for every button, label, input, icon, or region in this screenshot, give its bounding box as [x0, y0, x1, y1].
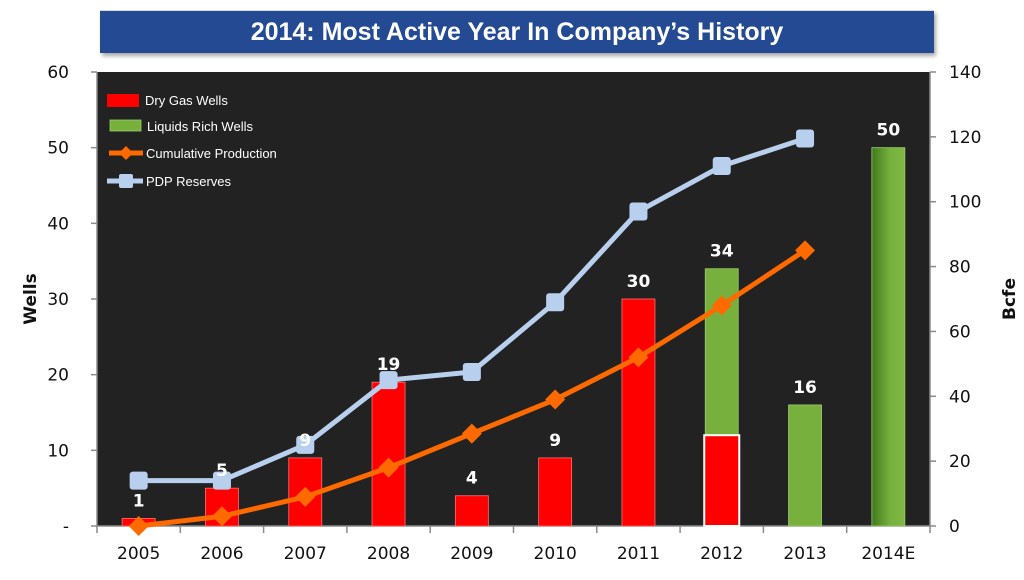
- bar-liquids-rich: [704, 268, 739, 436]
- legend-label-reserves: PDP Reserves: [146, 174, 232, 189]
- y-tick-label: 20: [47, 366, 69, 386]
- pdp-reserves-marker: [796, 129, 815, 148]
- bar-total-label: 19: [377, 355, 401, 375]
- legend-swatch-dry-gas: [107, 94, 139, 107]
- cumulative-production-marker: [795, 240, 816, 261]
- y2-tick-label: 0: [949, 517, 960, 537]
- y2-tick-label: 20: [949, 452, 971, 472]
- cumulative-production-marker: [128, 516, 149, 536]
- pdp-reserves-marker: [462, 362, 481, 381]
- y2-tick-label: 120: [949, 128, 981, 148]
- y2-tick-label: 40: [949, 387, 971, 407]
- x-tick-label: 2009: [450, 544, 493, 564]
- legend-label-dry-gas: Dry Gas Wells: [145, 93, 228, 108]
- cumulative-production-marker: [378, 457, 399, 478]
- bar-liquids-rich: [871, 147, 906, 527]
- x-tick-label: 2010: [534, 544, 577, 564]
- bar-total-label: 9: [549, 431, 561, 451]
- bar-liquids-rich: [788, 404, 822, 527]
- cumulative-production-marker: [295, 486, 316, 507]
- y2-tick-label: 100: [949, 193, 981, 213]
- bar-total-label: 50: [877, 121, 901, 141]
- x-tick-label: 2008: [367, 544, 410, 564]
- x-tick-label: 2013: [783, 544, 826, 564]
- y2-tick-label: 60: [949, 322, 971, 342]
- pdp-reserves-marker: [629, 202, 648, 221]
- x-tick-label: 2011: [617, 544, 660, 564]
- bar-total-label: 5: [216, 461, 228, 481]
- bar-dry-gas: [538, 457, 573, 527]
- lines: [128, 129, 816, 536]
- x-tick-label: 2012: [700, 544, 743, 564]
- legend: Dry Gas Wells Liquids Rich Wells Cumulativ…: [107, 93, 277, 189]
- bar-total-label: 16: [793, 378, 817, 398]
- cumulative-production-marker: [711, 295, 732, 316]
- bar-total-label: 30: [627, 272, 651, 292]
- cumulative-production-marker: [461, 423, 482, 444]
- legend-swatch-liquids: [109, 119, 142, 132]
- legend-marker-reserves: [119, 174, 133, 188]
- x-tick-label: 2005: [117, 544, 160, 564]
- bar-total-label: 4: [466, 469, 478, 489]
- pdp-reserves-marker: [546, 293, 565, 312]
- bar-dry-gas: [454, 495, 489, 527]
- bar-dry-gas: [371, 381, 406, 527]
- legend-marker-production: [119, 146, 133, 160]
- bar-dry-gas: [703, 434, 741, 528]
- pdp-reserves-marker: [296, 435, 315, 454]
- y2-axis-title: Bcfe: [1000, 278, 1020, 320]
- pdp-reserves-marker: [129, 471, 148, 490]
- chart-title-banner: 2014: Most Active Year In Company’s Hist…: [100, 10, 934, 53]
- bar-total-label: 34: [710, 242, 734, 262]
- bar-dry-gas: [621, 298, 656, 527]
- x-tick-label: 2007: [284, 544, 327, 564]
- y2-tick-label: 140: [949, 63, 981, 83]
- y-tick-label: 30: [47, 290, 69, 310]
- y2-tick-label: 80: [949, 258, 971, 278]
- x-tick-label: 2006: [200, 544, 243, 564]
- pdp-reserves-marker: [712, 157, 731, 176]
- chart-title: 2014: Most Active Year In Company’s Hist…: [250, 17, 784, 46]
- bar-total-label: 9: [299, 431, 311, 451]
- y-axis-title: Wells: [21, 273, 41, 324]
- cumulative-production-marker: [211, 506, 232, 527]
- bar-total-label: 1: [133, 491, 145, 511]
- pdp-reserves-marker: [212, 471, 231, 490]
- y-tick-label: -: [63, 517, 69, 537]
- data-labels: 1 5 9 19 4 9 30 34 16 50: [133, 121, 901, 512]
- y-tick-label: 50: [47, 139, 69, 159]
- y-tick-label: 10: [47, 441, 69, 461]
- x-tick-label: 2014E: [861, 544, 915, 564]
- cumulative-production-marker: [628, 347, 649, 368]
- cumulative-production-marker: [545, 389, 566, 410]
- bars: [121, 147, 906, 528]
- y-tick-label: 40: [47, 214, 69, 234]
- axes: - 10 20 30 40 50 60 0 20 40 60 80 100 120 140 2005 2006 2…: [47, 63, 981, 564]
- pdp-reserves-marker: [379, 371, 398, 390]
- y-tick-label: 60: [47, 63, 69, 83]
- legend-label-production: Cumulative Production: [146, 146, 277, 161]
- legend-label-liquids: Liquids Rich Wells: [147, 119, 253, 134]
